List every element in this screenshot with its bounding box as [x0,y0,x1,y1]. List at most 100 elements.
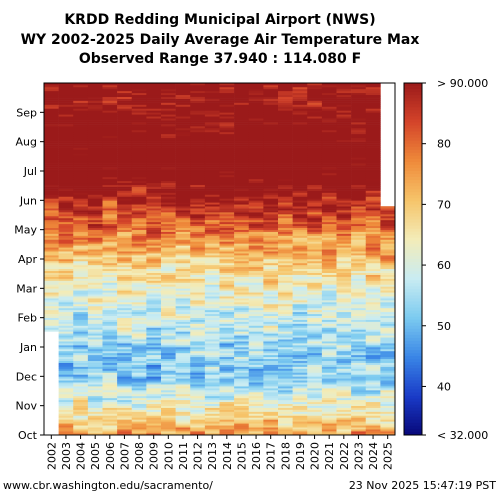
heatmap-cell [175,215,191,219]
heatmap-cell [44,241,59,244]
heatmap-cell [204,307,220,311]
heatmap-cell [292,370,308,373]
heatmap-cell [234,253,250,256]
heatmap-cell [146,225,162,229]
heatmap-cell [307,245,323,248]
heatmap-cell [204,417,220,420]
heatmap-cell [87,294,103,297]
heatmap-cell [380,221,396,225]
heatmap-cell [336,112,352,115]
heatmap-cell [87,104,103,107]
heatmap-cell [278,184,293,187]
heatmap-cell [365,341,381,344]
heatmap-cell [131,401,147,405]
heatmap-cell [307,204,323,207]
colorbar-segment [404,380,422,384]
heatmap-cell [219,347,235,350]
heatmap-cell [190,425,206,428]
heatmap-cell [307,159,323,162]
heatmap-cell [175,286,191,289]
heatmap-cell [219,384,235,387]
heatmap-cell [204,294,220,297]
heatmap-cell [131,151,147,154]
colorbar-segment [404,174,422,178]
heatmap-cell [263,133,279,137]
heatmap-cell [263,108,279,111]
heatmap-cell [146,229,162,232]
heatmap-cell [117,268,133,272]
heatmap-cell [175,176,191,180]
heatmap-cell [87,356,103,360]
heatmap-cell [321,284,337,287]
colorbar-segment [404,350,422,354]
heatmap-cell [351,327,367,330]
heatmap-cell [58,370,74,373]
heatmap-cell [248,280,264,283]
colorbar-segment [404,398,422,403]
colorbar-segment [404,186,422,190]
heatmap-cell [190,131,206,135]
heatmap-cell [73,364,89,367]
heatmap-cell [87,137,103,141]
heatmap-cell [87,120,103,123]
heatmap-cell [336,311,352,315]
heatmap-cell [146,84,162,88]
heatmap-cell [73,104,89,107]
heatmap-cell [146,253,162,256]
heatmap-cell [263,206,279,209]
y-tick-label: Aug [16,136,37,149]
heatmap-cell [58,296,74,299]
heatmap-cell [234,335,250,338]
heatmap-cell [219,186,235,189]
heatmap-cell [278,315,293,318]
heatmap-cell [87,229,103,232]
heatmap-cell [161,96,176,99]
heatmap-cell [87,208,103,211]
heatmap-cell [248,124,264,127]
heatmap-cell [336,413,352,416]
heatmap-cell [190,120,206,123]
heatmap-cell [190,231,206,234]
heatmap-cell [336,343,352,346]
heatmap-cell [175,419,191,422]
heatmap-cell [131,370,147,373]
heatmap-cell [292,415,308,418]
heatmap-cell [321,378,337,381]
heatmap-cell [175,425,191,428]
heatmap-cell [248,131,264,135]
heatmap-cell [117,118,133,121]
heatmap-cell [263,360,279,363]
heatmap-cell [146,431,162,434]
heatmap-cell [161,169,176,172]
heatmap-cell [44,86,59,90]
heatmap-cell [102,364,118,367]
heatmap-cell [336,145,352,148]
heatmap-cell [278,214,293,217]
heatmap-cell [292,178,308,182]
heatmap-cell [58,305,74,309]
heatmap-cell [219,194,235,197]
heatmap-cell [146,333,162,336]
heatmap-cell [175,399,191,403]
heatmap-cell [117,348,133,352]
heatmap-cell [146,286,162,289]
heatmap-cell [234,237,250,240]
heatmap-cell [131,161,147,164]
heatmap-cell [175,192,191,195]
heatmap-cell [102,429,118,432]
heatmap-cell [131,245,147,248]
heatmap-cell [219,417,235,420]
heatmap-cell [58,143,74,146]
heatmap-cell [175,165,191,168]
heatmap-cell [380,231,396,234]
heatmap-cell [263,210,279,213]
heatmap-cell [73,421,89,424]
heatmap-cell [102,374,118,377]
heatmap-cell [117,319,133,322]
heatmap-cell [248,227,264,230]
heatmap-cell [117,303,133,307]
heatmap-cell [58,391,74,395]
heatmap-cell [263,403,279,406]
heatmap-cell [365,272,381,275]
heatmap-cell [73,126,89,129]
